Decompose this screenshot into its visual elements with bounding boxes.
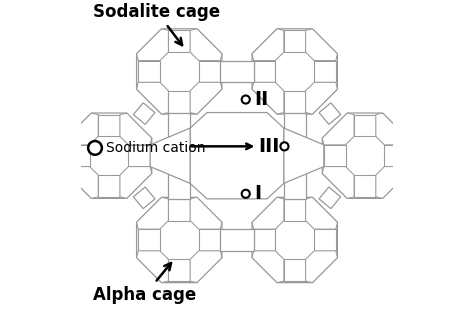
Polygon shape xyxy=(168,259,190,281)
Polygon shape xyxy=(306,29,337,61)
Polygon shape xyxy=(284,112,306,199)
Polygon shape xyxy=(322,113,408,198)
Polygon shape xyxy=(168,91,190,112)
Polygon shape xyxy=(120,113,152,145)
Polygon shape xyxy=(138,61,160,82)
Text: Sodalite cage: Sodalite cage xyxy=(93,3,220,45)
Polygon shape xyxy=(254,61,275,82)
Polygon shape xyxy=(322,113,354,145)
Text: II: II xyxy=(254,90,268,109)
Polygon shape xyxy=(376,113,408,145)
Text: I: I xyxy=(254,184,261,203)
Polygon shape xyxy=(376,166,408,198)
Circle shape xyxy=(242,190,250,198)
Polygon shape xyxy=(314,229,336,251)
Polygon shape xyxy=(98,175,120,197)
Polygon shape xyxy=(354,115,376,136)
Polygon shape xyxy=(284,199,306,220)
Polygon shape xyxy=(190,251,222,283)
Polygon shape xyxy=(252,29,337,114)
Polygon shape xyxy=(190,82,222,114)
Polygon shape xyxy=(284,30,306,52)
Polygon shape xyxy=(199,229,220,251)
Polygon shape xyxy=(137,197,222,283)
Polygon shape xyxy=(68,145,90,166)
Polygon shape xyxy=(120,166,152,198)
Polygon shape xyxy=(168,112,190,199)
Text: Alpha cage: Alpha cage xyxy=(93,263,197,304)
Polygon shape xyxy=(137,29,168,61)
Polygon shape xyxy=(319,187,341,208)
Polygon shape xyxy=(220,61,254,82)
Circle shape xyxy=(242,95,250,104)
Polygon shape xyxy=(190,29,222,61)
Polygon shape xyxy=(137,29,222,114)
Polygon shape xyxy=(284,91,306,112)
Polygon shape xyxy=(284,259,306,281)
Polygon shape xyxy=(190,112,284,199)
Polygon shape xyxy=(252,197,284,229)
Circle shape xyxy=(88,141,102,155)
Polygon shape xyxy=(306,197,337,229)
Polygon shape xyxy=(66,113,98,145)
Polygon shape xyxy=(384,145,406,166)
Circle shape xyxy=(281,142,289,150)
Polygon shape xyxy=(252,29,284,61)
Polygon shape xyxy=(322,166,354,198)
Polygon shape xyxy=(168,30,190,52)
Polygon shape xyxy=(319,103,341,124)
Text: Sodium cation: Sodium cation xyxy=(106,141,205,155)
Polygon shape xyxy=(137,197,168,229)
Polygon shape xyxy=(190,197,222,229)
Polygon shape xyxy=(150,128,190,183)
Polygon shape xyxy=(220,229,254,251)
Polygon shape xyxy=(98,115,120,136)
Polygon shape xyxy=(66,166,98,198)
Polygon shape xyxy=(137,251,168,283)
Polygon shape xyxy=(199,61,220,82)
Polygon shape xyxy=(252,197,337,283)
Polygon shape xyxy=(128,145,150,166)
Polygon shape xyxy=(314,61,336,82)
Polygon shape xyxy=(133,187,155,208)
Polygon shape xyxy=(284,128,324,183)
Polygon shape xyxy=(252,251,284,283)
Polygon shape xyxy=(254,229,275,251)
Polygon shape xyxy=(137,82,168,114)
Polygon shape xyxy=(324,145,346,166)
Polygon shape xyxy=(306,251,337,283)
Polygon shape xyxy=(354,175,376,197)
Text: III: III xyxy=(258,137,279,156)
Polygon shape xyxy=(306,82,337,114)
Polygon shape xyxy=(252,82,284,114)
Polygon shape xyxy=(66,113,152,198)
Polygon shape xyxy=(138,229,160,251)
Polygon shape xyxy=(168,199,190,220)
Polygon shape xyxy=(133,103,155,124)
